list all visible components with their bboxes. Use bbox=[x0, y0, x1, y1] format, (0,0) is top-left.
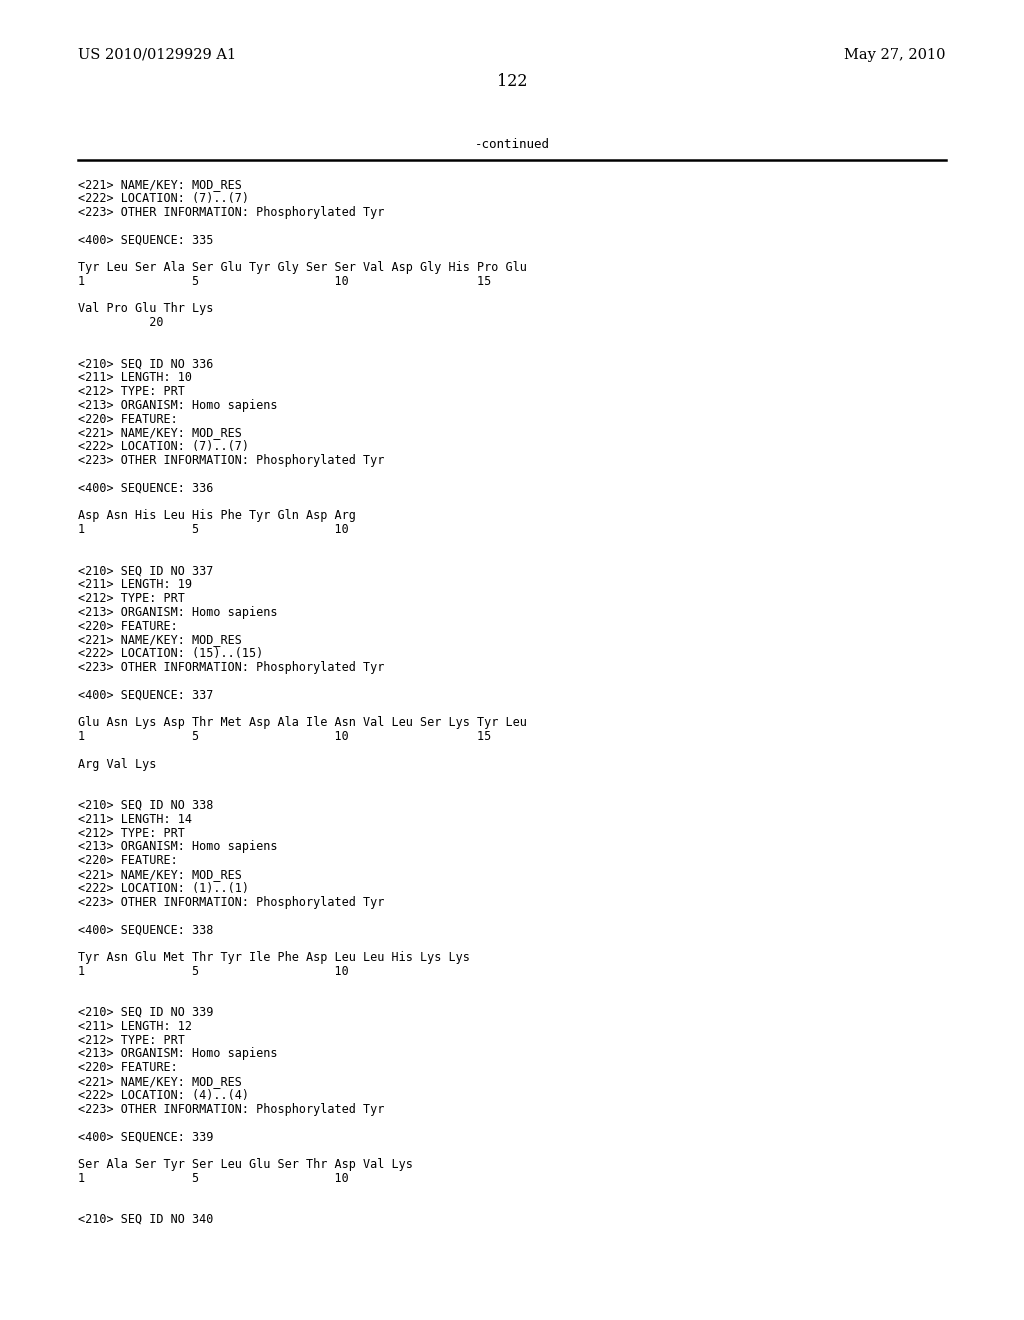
Text: 122: 122 bbox=[497, 74, 527, 91]
Text: <221> NAME/KEY: MOD_RES: <221> NAME/KEY: MOD_RES bbox=[78, 634, 242, 647]
Text: <211> LENGTH: 12: <211> LENGTH: 12 bbox=[78, 1020, 193, 1032]
Text: <223> OTHER INFORMATION: Phosphorylated Tyr: <223> OTHER INFORMATION: Phosphorylated … bbox=[78, 454, 384, 467]
Text: <221> NAME/KEY: MOD_RES: <221> NAME/KEY: MOD_RES bbox=[78, 178, 242, 191]
Text: <212> TYPE: PRT: <212> TYPE: PRT bbox=[78, 1034, 185, 1047]
Text: <400> SEQUENCE: 335: <400> SEQUENCE: 335 bbox=[78, 234, 213, 247]
Text: <222> LOCATION: (7)..(7): <222> LOCATION: (7)..(7) bbox=[78, 440, 249, 453]
Text: <221> NAME/KEY: MOD_RES: <221> NAME/KEY: MOD_RES bbox=[78, 1074, 242, 1088]
Text: <210> SEQ ID NO 336: <210> SEQ ID NO 336 bbox=[78, 358, 213, 371]
Text: <221> NAME/KEY: MOD_RES: <221> NAME/KEY: MOD_RES bbox=[78, 426, 242, 440]
Text: Tyr Leu Ser Ala Ser Glu Tyr Gly Ser Ser Val Asp Gly His Pro Glu: Tyr Leu Ser Ala Ser Glu Tyr Gly Ser Ser … bbox=[78, 261, 527, 273]
Text: <210> SEQ ID NO 337: <210> SEQ ID NO 337 bbox=[78, 565, 213, 577]
Text: <211> LENGTH: 14: <211> LENGTH: 14 bbox=[78, 813, 193, 826]
Text: <400> SEQUENCE: 337: <400> SEQUENCE: 337 bbox=[78, 689, 213, 702]
Text: <210> SEQ ID NO 339: <210> SEQ ID NO 339 bbox=[78, 1006, 213, 1019]
Text: 1               5                   10: 1 5 10 bbox=[78, 1172, 349, 1184]
Text: <222> LOCATION: (4)..(4): <222> LOCATION: (4)..(4) bbox=[78, 1089, 249, 1102]
Text: <400> SEQUENCE: 338: <400> SEQUENCE: 338 bbox=[78, 923, 213, 936]
Text: <211> LENGTH: 19: <211> LENGTH: 19 bbox=[78, 578, 193, 591]
Text: <212> TYPE: PRT: <212> TYPE: PRT bbox=[78, 385, 185, 399]
Text: 1               5                   10: 1 5 10 bbox=[78, 965, 349, 978]
Text: Ser Ala Ser Tyr Ser Leu Glu Ser Thr Asp Val Lys: Ser Ala Ser Tyr Ser Leu Glu Ser Thr Asp … bbox=[78, 1158, 413, 1171]
Text: 1               5                   10: 1 5 10 bbox=[78, 523, 349, 536]
Text: US 2010/0129929 A1: US 2010/0129929 A1 bbox=[78, 48, 237, 62]
Text: <211> LENGTH: 10: <211> LENGTH: 10 bbox=[78, 371, 193, 384]
Text: May 27, 2010: May 27, 2010 bbox=[845, 48, 946, 62]
Text: Glu Asn Lys Asp Thr Met Asp Ala Ile Asn Val Leu Ser Lys Tyr Leu: Glu Asn Lys Asp Thr Met Asp Ala Ile Asn … bbox=[78, 717, 527, 729]
Text: <220> FEATURE:: <220> FEATURE: bbox=[78, 854, 178, 867]
Text: <223> OTHER INFORMATION: Phosphorylated Tyr: <223> OTHER INFORMATION: Phosphorylated … bbox=[78, 206, 384, 219]
Text: <220> FEATURE:: <220> FEATURE: bbox=[78, 413, 178, 425]
Text: <400> SEQUENCE: 339: <400> SEQUENCE: 339 bbox=[78, 1130, 213, 1143]
Text: <222> LOCATION: (15)..(15): <222> LOCATION: (15)..(15) bbox=[78, 647, 263, 660]
Text: 1               5                   10                  15: 1 5 10 15 bbox=[78, 275, 492, 288]
Text: <213> ORGANISM: Homo sapiens: <213> ORGANISM: Homo sapiens bbox=[78, 606, 278, 619]
Text: <223> OTHER INFORMATION: Phosphorylated Tyr: <223> OTHER INFORMATION: Phosphorylated … bbox=[78, 661, 384, 675]
Text: 20: 20 bbox=[78, 315, 164, 329]
Text: <223> OTHER INFORMATION: Phosphorylated Tyr: <223> OTHER INFORMATION: Phosphorylated … bbox=[78, 1102, 384, 1115]
Text: <212> TYPE: PRT: <212> TYPE: PRT bbox=[78, 826, 185, 840]
Text: Asp Asn His Leu His Phe Tyr Gln Asp Arg: Asp Asn His Leu His Phe Tyr Gln Asp Arg bbox=[78, 510, 356, 523]
Text: 1               5                   10                  15: 1 5 10 15 bbox=[78, 730, 492, 743]
Text: <222> LOCATION: (1)..(1): <222> LOCATION: (1)..(1) bbox=[78, 882, 249, 895]
Text: <210> SEQ ID NO 338: <210> SEQ ID NO 338 bbox=[78, 799, 213, 812]
Text: Tyr Asn Glu Met Thr Tyr Ile Phe Asp Leu Leu His Lys Lys: Tyr Asn Glu Met Thr Tyr Ile Phe Asp Leu … bbox=[78, 950, 470, 964]
Text: <213> ORGANISM: Homo sapiens: <213> ORGANISM: Homo sapiens bbox=[78, 841, 278, 854]
Text: <213> ORGANISM: Homo sapiens: <213> ORGANISM: Homo sapiens bbox=[78, 1047, 278, 1060]
Text: <212> TYPE: PRT: <212> TYPE: PRT bbox=[78, 591, 185, 605]
Text: <220> FEATURE:: <220> FEATURE: bbox=[78, 619, 178, 632]
Text: <222> LOCATION: (7)..(7): <222> LOCATION: (7)..(7) bbox=[78, 191, 249, 205]
Text: <213> ORGANISM: Homo sapiens: <213> ORGANISM: Homo sapiens bbox=[78, 399, 278, 412]
Text: <210> SEQ ID NO 340: <210> SEQ ID NO 340 bbox=[78, 1213, 213, 1226]
Text: Arg Val Lys: Arg Val Lys bbox=[78, 758, 157, 771]
Text: <223> OTHER INFORMATION: Phosphorylated Tyr: <223> OTHER INFORMATION: Phosphorylated … bbox=[78, 895, 384, 908]
Text: -continued: -continued bbox=[474, 139, 550, 152]
Text: <400> SEQUENCE: 336: <400> SEQUENCE: 336 bbox=[78, 482, 213, 495]
Text: <220> FEATURE:: <220> FEATURE: bbox=[78, 1061, 178, 1074]
Text: Val Pro Glu Thr Lys: Val Pro Glu Thr Lys bbox=[78, 302, 213, 315]
Text: <221> NAME/KEY: MOD_RES: <221> NAME/KEY: MOD_RES bbox=[78, 869, 242, 880]
